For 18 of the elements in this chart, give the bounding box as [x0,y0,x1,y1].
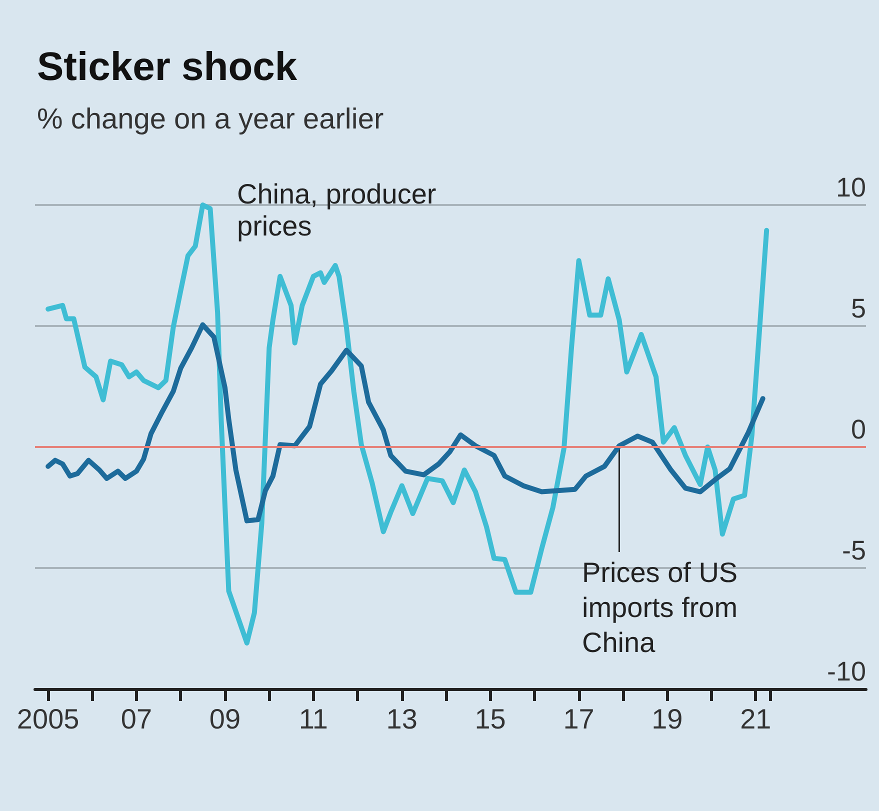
y-tick-label: 10 [836,172,866,202]
chart-subtitle: % change on a year earlier [37,104,384,136]
y-tick-label: -5 [842,536,866,566]
y-tick-label: 5 [850,294,866,324]
x-tick-label: 09 [209,704,241,734]
x-tick-label: 21 [740,704,772,734]
x-tick-label: 2005 [16,704,80,734]
x-tick-label: 11 [298,704,328,734]
chart-title: Sticker shock [37,45,298,89]
x-tick-label: 07 [120,704,152,734]
series-label: China, producer prices [237,178,444,242]
y-tick-label: -10 [826,656,866,686]
x-tick-label: 17 [563,704,594,734]
x-tick-label: 13 [386,704,418,734]
x-tick-label: 19 [652,704,683,734]
y-tick-label: 0 [850,414,866,444]
x-tick-label: 15 [474,704,506,734]
text: Prices of US imports from China [582,557,746,658]
